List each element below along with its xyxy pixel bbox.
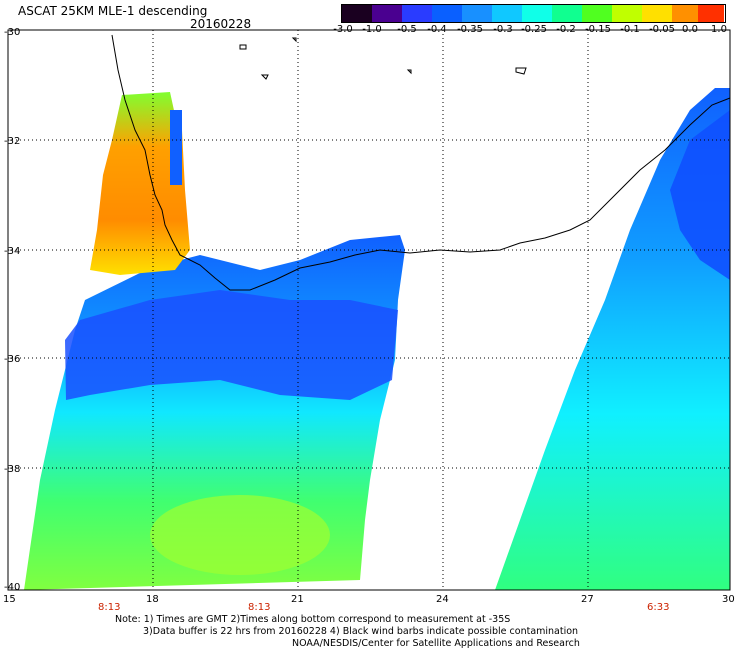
lat-label-40: -40 xyxy=(4,582,20,593)
time-label-2: 8:13 xyxy=(248,602,270,613)
islands xyxy=(239,37,527,80)
west-swath-blue-band xyxy=(65,290,398,400)
lon-label-15: 15 xyxy=(3,594,16,605)
coastline xyxy=(111,34,731,291)
west-swath-green-blob xyxy=(150,495,330,575)
colorbar-swatches xyxy=(342,5,724,22)
note-line-3: NOAA/NESDIS/Center for Satellite Applica… xyxy=(292,638,580,649)
lat-label-38: -38 xyxy=(4,464,20,475)
note-line-2: 3)Data buffer is 22 hrs from 20160228 4)… xyxy=(143,626,579,637)
graticule xyxy=(8,30,730,590)
time-label-3: 6:33 xyxy=(647,602,669,613)
lon-label-24: 24 xyxy=(436,594,449,605)
lat-label-32: -32 xyxy=(4,136,20,147)
lat-label-36: -36 xyxy=(4,354,20,365)
product-title: ASCAT 25KM MLE-1 descending xyxy=(18,4,208,18)
lat-label-34: -34 xyxy=(4,246,20,257)
east-swath-blue-core xyxy=(670,110,730,280)
east-swath xyxy=(495,88,730,590)
lon-label-30: 30 xyxy=(722,594,735,605)
product-date: 20160228 xyxy=(190,17,252,31)
west-swath-north xyxy=(90,92,190,275)
note-line-1: Note: 1) Times are GMT 2)Times along bot… xyxy=(115,614,511,625)
colorbar xyxy=(341,4,726,23)
lon-label-18: 18 xyxy=(146,594,159,605)
lon-label-27: 27 xyxy=(581,594,594,605)
time-label-1: 8:13 xyxy=(98,602,120,613)
lat-label-30: -30 xyxy=(4,27,20,38)
map-frame xyxy=(7,29,731,591)
west-swath-blue-strip xyxy=(170,110,182,185)
lon-label-21: 21 xyxy=(291,594,304,605)
